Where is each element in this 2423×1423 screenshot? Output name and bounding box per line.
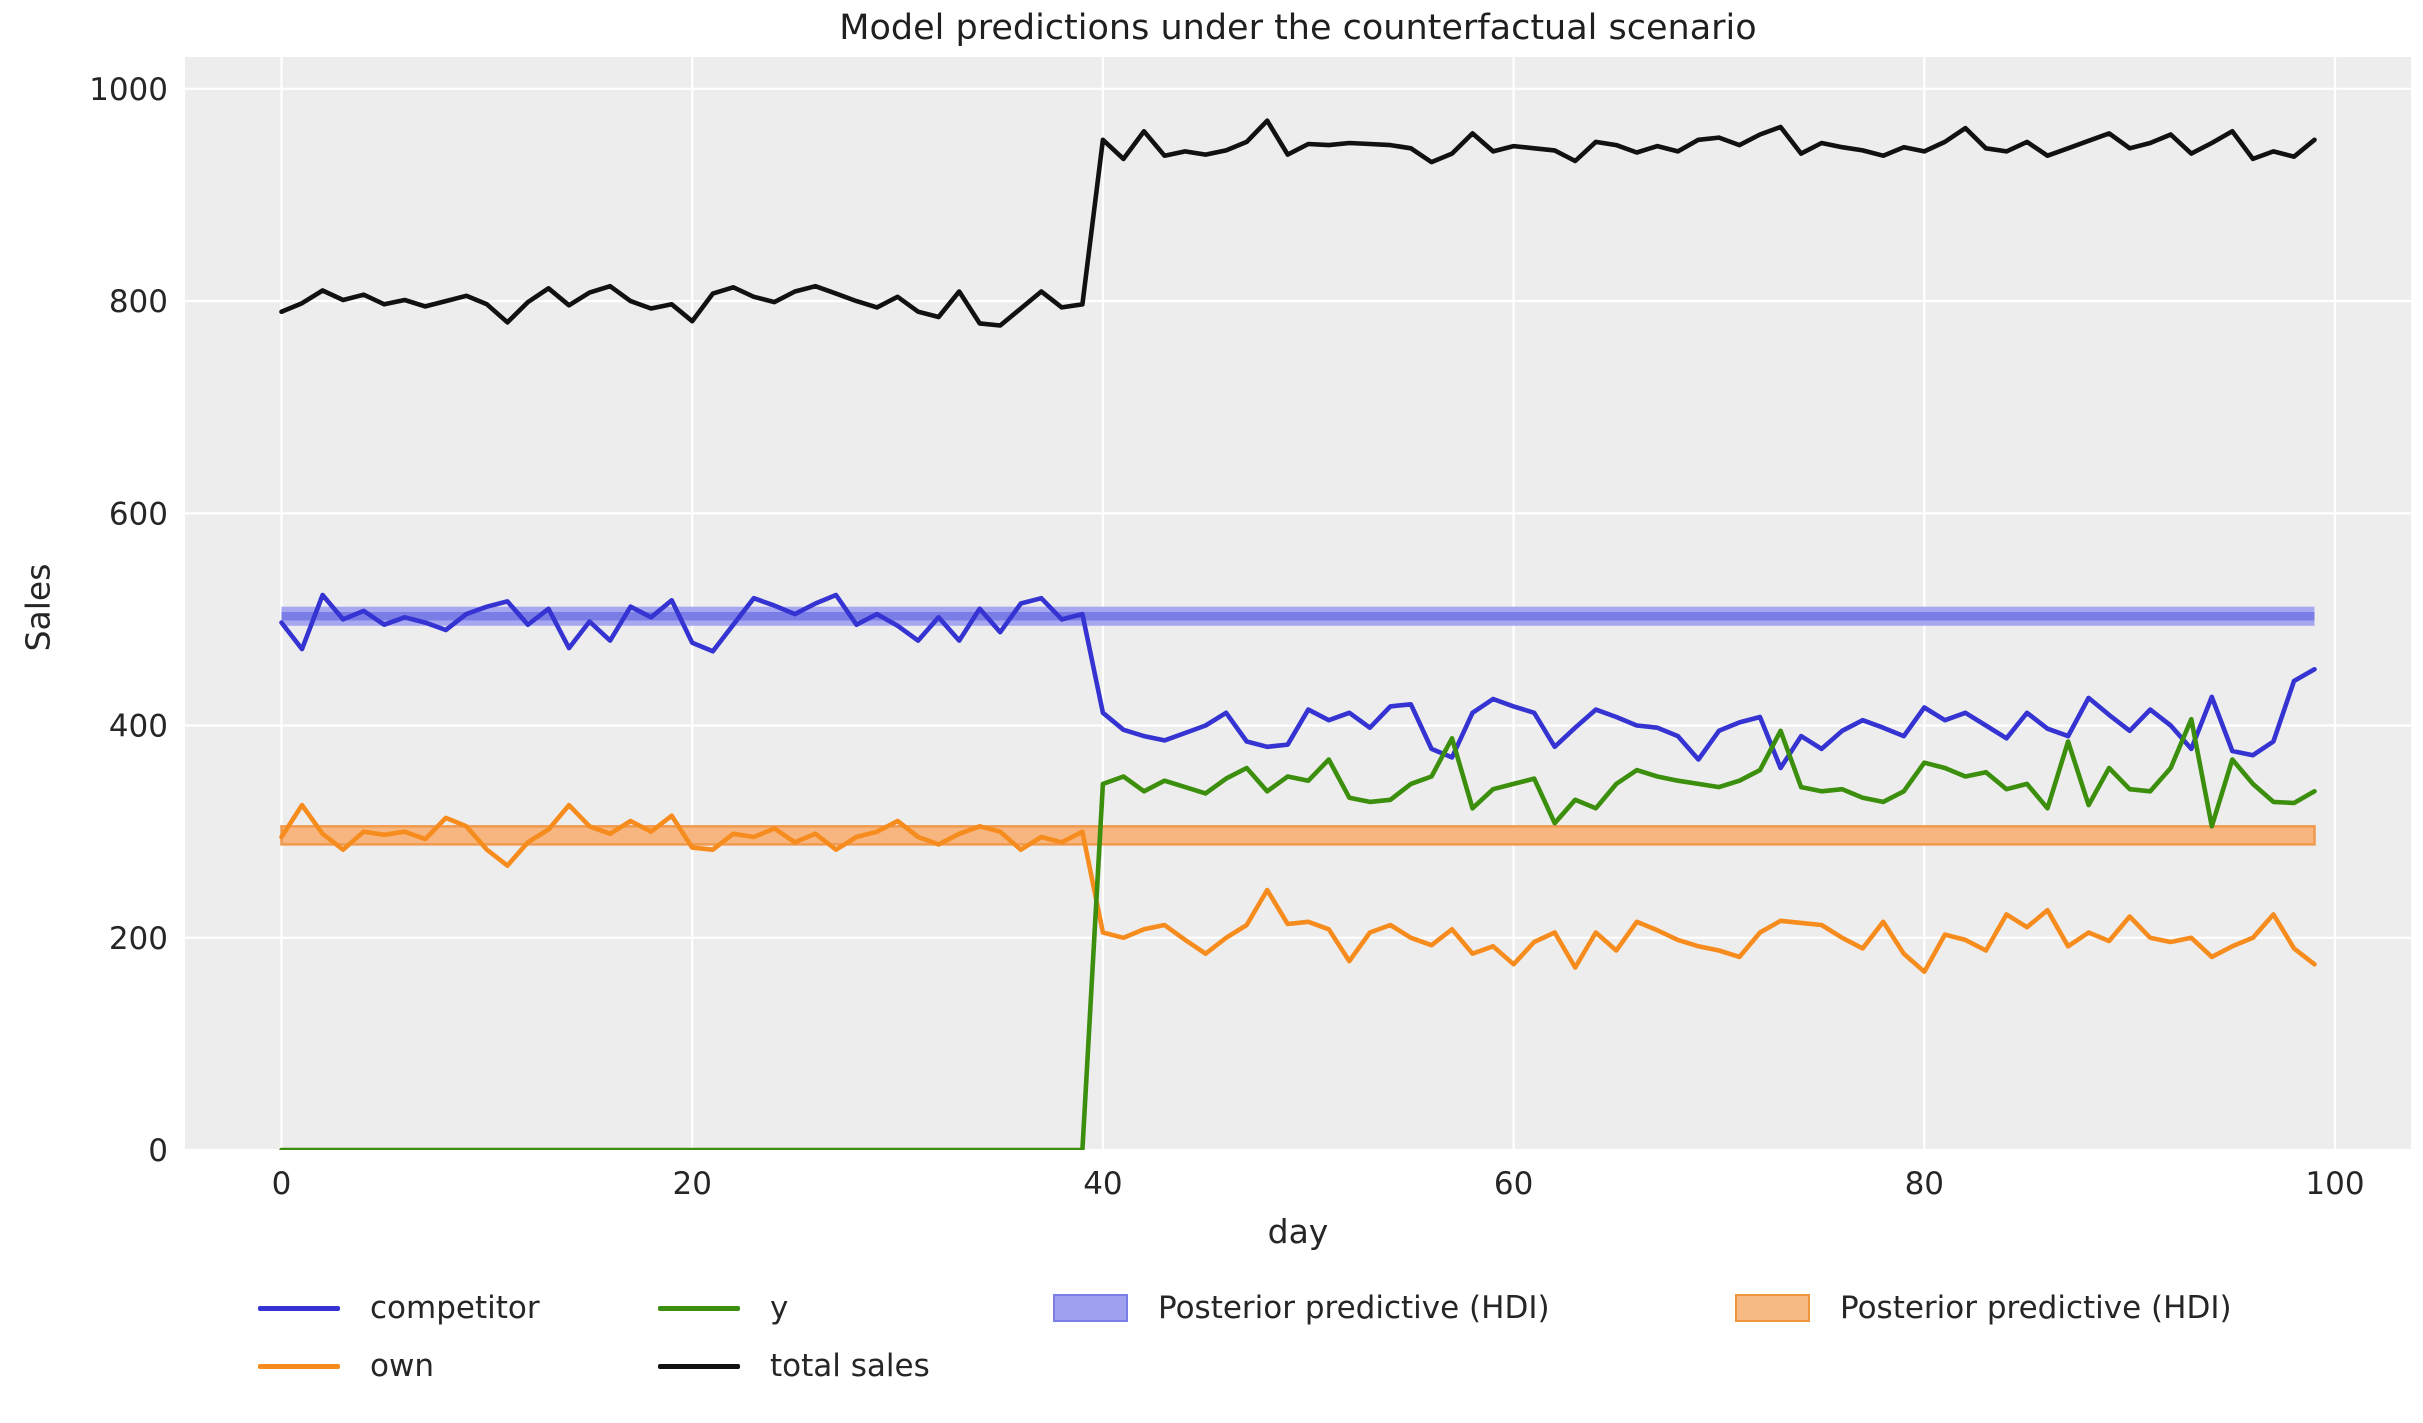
legend-item-own: own bbox=[258, 1346, 434, 1386]
competitor-line bbox=[279, 592, 2317, 771]
x-tick-label: 100 bbox=[2305, 1166, 2364, 1202]
y-tick-label: 1000 bbox=[89, 72, 168, 108]
y-tick-label: 800 bbox=[109, 284, 168, 320]
legend-item-total-sales: total sales bbox=[658, 1346, 930, 1386]
y-tick-label: 200 bbox=[109, 921, 168, 957]
legend-label: y bbox=[770, 1290, 789, 1326]
x-tick-label: 80 bbox=[1905, 1166, 1944, 1202]
total-sales-line bbox=[279, 118, 2317, 328]
legend-label: Posterior predictive (HDI) bbox=[1840, 1290, 2232, 1326]
own-line-swatch bbox=[258, 1363, 340, 1369]
legend-label: Posterior predictive (HDI) bbox=[1158, 1290, 1550, 1326]
x-tick-label: 40 bbox=[1083, 1166, 1122, 1202]
legend-label: own bbox=[370, 1348, 434, 1384]
posterior-mean-band-competitor bbox=[281, 611, 2315, 621]
y-line-swatch bbox=[658, 1305, 740, 1311]
legend-label: total sales bbox=[770, 1348, 930, 1384]
competitor-line-swatch bbox=[258, 1305, 340, 1311]
y-tick-label: 0 bbox=[148, 1133, 168, 1169]
y-line bbox=[279, 716, 2317, 1150]
legend-label: competitor bbox=[370, 1290, 540, 1326]
x-axis-label: day bbox=[1267, 1212, 1329, 1251]
x-tick-label: 60 bbox=[1494, 1166, 1533, 1202]
x-tick-label: 0 bbox=[272, 1166, 292, 1202]
y-axis-label: Sales bbox=[18, 563, 58, 652]
total-sales-line-swatch bbox=[658, 1363, 740, 1369]
legend-item-y: y bbox=[658, 1288, 788, 1328]
y-tick-label: 400 bbox=[109, 709, 168, 745]
own-line bbox=[279, 802, 2317, 975]
legend-item-hdi-orange: Posterior predictive (HDI) bbox=[1735, 1288, 2232, 1328]
legend-item-hdi-blue: Posterior predictive (HDI) bbox=[1053, 1288, 1550, 1328]
x-tick-label: 20 bbox=[672, 1166, 711, 1202]
plot-area bbox=[185, 57, 2411, 1150]
legend-item-competitor: competitor bbox=[258, 1288, 540, 1328]
y-tick-label: 600 bbox=[109, 496, 168, 532]
chart-title: Model predictions under the counterfactu… bbox=[839, 8, 1757, 48]
posterior-hdi-band-own bbox=[280, 825, 2316, 846]
hdi-blue-patch-swatch bbox=[1053, 1294, 1128, 1322]
hdi-orange-patch-swatch bbox=[1735, 1294, 1810, 1322]
